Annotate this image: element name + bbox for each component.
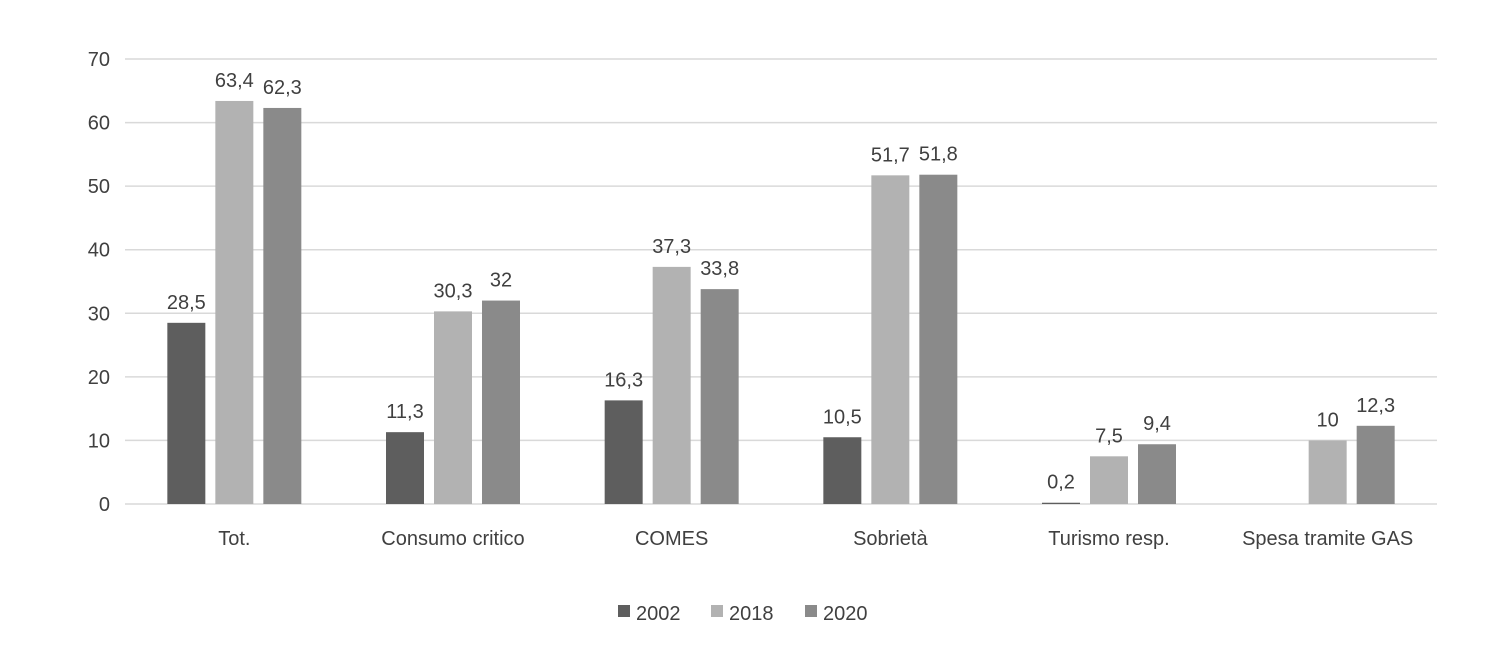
data-label: 51,7: [871, 144, 910, 166]
bar-2002: [823, 437, 862, 504]
y-tick-label: 40: [88, 240, 110, 262]
bar-2020: [482, 300, 520, 504]
data-label: 30,3: [434, 280, 473, 302]
data-label: 51,8: [919, 144, 958, 166]
bar-2002: [386, 432, 424, 504]
x-tick-label: Turismo resp.: [1048, 528, 1170, 550]
bar-2018: [871, 175, 910, 505]
bar-2018: [434, 311, 472, 504]
data-label: 33,8: [700, 258, 739, 280]
data-label: 63,4: [215, 70, 254, 92]
bar-2002: [1042, 502, 1080, 504]
x-tick-label: COMES: [635, 528, 708, 550]
y-tick-label: 20: [88, 367, 110, 389]
bar-2002: [167, 322, 206, 504]
bar-2018: [1308, 440, 1347, 504]
x-tick-label: Consumo critico: [381, 528, 524, 550]
legend: 2002 2018 2020: [618, 603, 868, 625]
x-axis-ticks: Tot. Consumo critico COMES Sobrietà Turismo …: [218, 528, 1413, 550]
bars: [167, 100, 1395, 505]
bar-2018: [215, 100, 254, 504]
bar-2020: [263, 107, 302, 504]
y-tick-label: 60: [88, 113, 110, 135]
data-label: 0,2: [1047, 472, 1075, 494]
data-label: 37,3: [652, 236, 691, 258]
y-tick-label: 10: [88, 430, 110, 452]
x-tick-label: Sobrietà: [853, 528, 928, 550]
x-tick-label: Tot.: [218, 528, 250, 550]
legend-swatch-2018: [711, 605, 723, 617]
data-label: 9,4: [1143, 413, 1171, 435]
legend-label: 2020: [823, 603, 868, 625]
data-label: 62,3: [263, 77, 302, 99]
data-label: 28,5: [167, 292, 206, 314]
bar-2020: [700, 289, 739, 504]
gridlines: [125, 58, 1437, 505]
bar-2020: [1138, 444, 1176, 504]
legend-swatch-2002: [618, 605, 630, 617]
y-axis-ticks: 0 10 20 30 40 50 60 70: [88, 49, 110, 516]
legend-swatch-2020: [805, 605, 817, 617]
data-label: 10: [1317, 409, 1339, 431]
bar-2020: [919, 174, 958, 504]
legend-label: 2018: [729, 603, 774, 625]
legend-label: 2002: [636, 603, 681, 625]
bar-2020: [1356, 425, 1395, 504]
data-label: 16,3: [604, 369, 643, 391]
y-tick-label: 50: [88, 176, 110, 198]
y-tick-label: 30: [88, 303, 110, 325]
data-label: 10,5: [823, 406, 862, 428]
bar-2018: [1090, 456, 1128, 504]
bar-2002: [604, 400, 643, 504]
y-tick-label: 0: [99, 494, 110, 516]
data-label: 32: [490, 270, 512, 292]
y-tick-label: 70: [88, 49, 110, 71]
bar-2018: [652, 266, 691, 504]
data-label: 11,3: [386, 401, 423, 423]
data-label: 7,5: [1095, 425, 1123, 447]
data-label: 12,3: [1356, 395, 1395, 417]
data-labels: 28,5 63,4 62,3 11,3 30,3 32 16,3 37,3 33,8 10,5 51…: [167, 70, 1395, 494]
x-tick-label: Spesa tramite GAS: [1242, 528, 1413, 550]
